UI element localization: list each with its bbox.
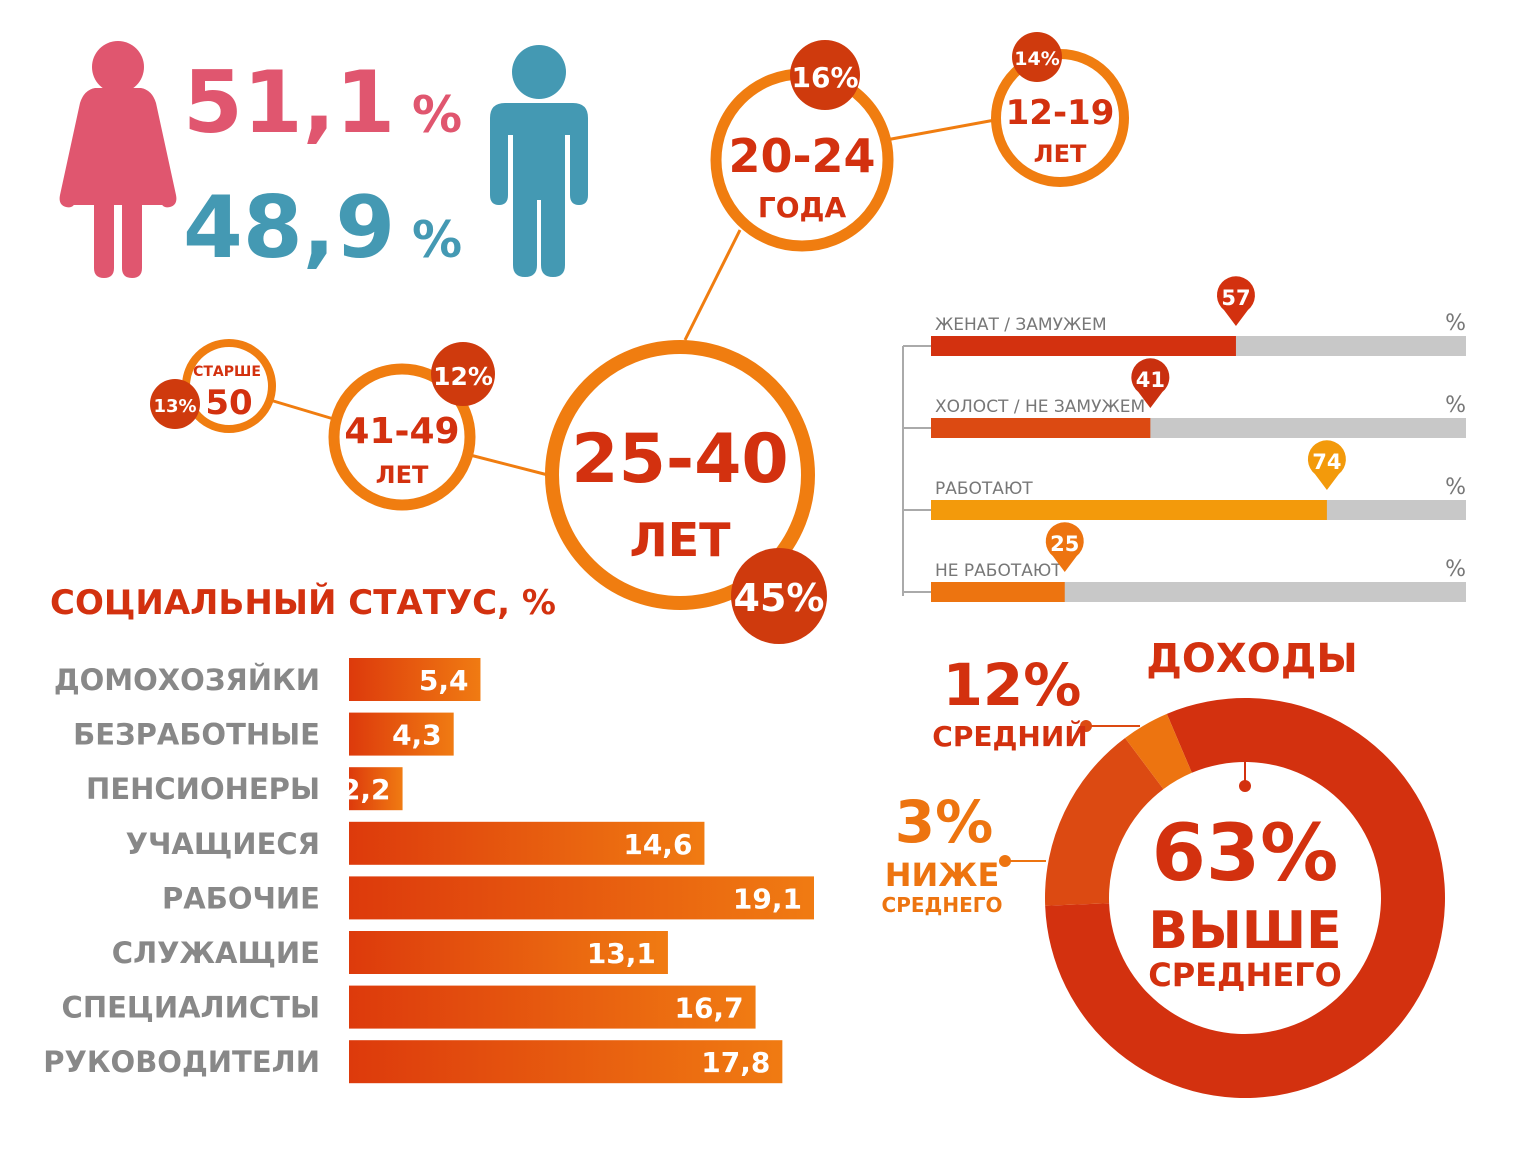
social-category-label: СПЕЦИАЛИСТЫ bbox=[62, 991, 320, 1025]
social-bar bbox=[349, 931, 668, 974]
social-bar-value: 4,3 bbox=[392, 719, 442, 752]
income-middle-label: СРЕДНИЙ bbox=[932, 719, 1087, 753]
social-bar-value: 16,7 bbox=[674, 992, 743, 1025]
age-label-25-40: 25-40 bbox=[571, 420, 788, 499]
status-pin bbox=[1045, 522, 1084, 572]
social-bar bbox=[349, 876, 814, 920]
age-bubble-12-19: 12-19 ЛЕТ 14% bbox=[991, 32, 1129, 187]
status-label: ЖЕНАТ / ЗАМУЖЕМ bbox=[935, 315, 1107, 335]
status-value: 57 bbox=[1221, 286, 1250, 310]
female-percent-value: 51,1 bbox=[183, 53, 395, 153]
social-bar bbox=[349, 821, 705, 865]
income-center-labels: 63% ВЫШЕ СРЕДНЕГО bbox=[1148, 809, 1342, 994]
income-low-callout: 3% НИЖЕ СРЕДНЕГО bbox=[882, 788, 1046, 917]
status-value: 25 bbox=[1050, 532, 1079, 556]
income-slice bbox=[1125, 713, 1192, 790]
female-icon bbox=[59, 41, 177, 278]
status-label: ХОЛОСТ / НЕ ЗАМУЖЕМ bbox=[935, 397, 1145, 417]
income-slice bbox=[1045, 737, 1164, 906]
social-bar-value: 17,8 bbox=[701, 1046, 770, 1079]
income-middle-percent: 12% bbox=[943, 651, 1082, 719]
social-category-label: УЧАЩИЕСЯ bbox=[126, 827, 320, 861]
status-fill bbox=[931, 336, 1236, 356]
social-category-label: ДОМОХОЗЯЙКИ bbox=[54, 663, 320, 697]
age-bubble-25-40: 25-40 ЛЕТ 45% bbox=[545, 340, 827, 644]
status-fill bbox=[931, 500, 1327, 520]
status-unit: % bbox=[1445, 311, 1466, 336]
status-fill bbox=[931, 418, 1151, 438]
status-pin bbox=[1216, 276, 1255, 326]
age-unit-over-50: 50 bbox=[205, 383, 252, 423]
income-middle-callout: 12% СРЕДНИЙ bbox=[932, 651, 1140, 753]
age-label-over-50: СТАРШЕ bbox=[193, 364, 261, 380]
social-bar-value: 13,1 bbox=[587, 937, 656, 970]
social-bar-value: 14,6 bbox=[623, 828, 692, 861]
social-category-label: РАБОЧИЕ bbox=[162, 881, 320, 915]
status-unit: % bbox=[1445, 475, 1466, 500]
age-badge-20-24: 16% bbox=[791, 61, 858, 94]
social-category-label: РУКОВОДИТЕЛИ bbox=[43, 1045, 320, 1079]
age-badge-12-19: 14% bbox=[1014, 48, 1059, 70]
male-percent-value: 48,9 bbox=[183, 178, 395, 278]
social-status-title: СОЦИАЛЬНЫЙ СТАТУС, % bbox=[50, 582, 556, 623]
age-unit-12-19: ЛЕТ bbox=[1034, 140, 1087, 168]
income-slice bbox=[1045, 698, 1445, 1098]
age-bubble-20-24: 20-24 ГОДА 16% bbox=[710, 40, 894, 252]
income-main-label-2: СРЕДНЕГО bbox=[1148, 956, 1342, 994]
age-connectors bbox=[269, 118, 996, 477]
social-status-chart: ДОМОХОЗЯЙКИ 5,4 БЕЗРАБОТНЫЕ 4,3 ПЕНСИОНЕРЫ 2,… bbox=[43, 658, 814, 1084]
income-main-percent: 63% bbox=[1152, 809, 1339, 899]
income-low-label-2: СРЕДНЕГО bbox=[882, 893, 1003, 917]
male-percent-unit: % bbox=[412, 211, 462, 269]
age-label-41-49: 41-49 bbox=[344, 411, 459, 452]
status-fill bbox=[931, 582, 1065, 602]
status-label: НЕ РАБОТАЮТ bbox=[935, 561, 1062, 581]
female-percent-unit: % bbox=[412, 86, 462, 144]
status-value: 41 bbox=[1136, 368, 1165, 392]
status-pin bbox=[1131, 358, 1170, 408]
age-label-20-24: 20-24 bbox=[728, 129, 875, 183]
social-bar bbox=[349, 985, 756, 1029]
age-unit-41-49: ЛЕТ bbox=[376, 461, 429, 489]
status-unit: % bbox=[1445, 393, 1466, 418]
income-title: ДОХОДЫ bbox=[1146, 636, 1358, 682]
income-low-percent: 3% bbox=[895, 788, 993, 856]
status-label: РАБОТАЮТ bbox=[935, 479, 1033, 499]
income-main-pointer bbox=[1239, 762, 1251, 792]
age-unit-25-40: ЛЕТ bbox=[629, 513, 731, 567]
status-bars: ЖЕНАТ / ЗАМУЖЕМ % 57 ХОЛОСТ / НЕ ЗАМУЖЕМ % 41… bbox=[902, 276, 1466, 602]
social-bar bbox=[349, 1040, 783, 1084]
age-badge-25-40: 45% bbox=[734, 576, 825, 620]
social-category-label: СЛУЖАЩИЕ bbox=[112, 936, 320, 970]
status-pin bbox=[1307, 440, 1346, 490]
social-bar bbox=[349, 712, 454, 756]
status-value: 74 bbox=[1312, 450, 1341, 474]
age-bubble-over-50: СТАРШЕ 50 13% bbox=[150, 339, 276, 433]
age-unit-20-24: ГОДА bbox=[758, 191, 847, 224]
age-bubble-41-49: 41-49 ЛЕТ 12% bbox=[328, 342, 495, 511]
male-icon bbox=[490, 45, 588, 277]
social-bar-value: 19,1 bbox=[733, 882, 802, 915]
social-category-label: БЕЗРАБОТНЫЕ bbox=[73, 718, 320, 752]
social-bar-value: 2,2 bbox=[341, 773, 391, 806]
status-unit: % bbox=[1445, 557, 1466, 582]
income-main-label-1: ВЫШЕ bbox=[1148, 901, 1341, 961]
income-donut-chart bbox=[1045, 698, 1445, 1098]
social-bar bbox=[349, 767, 403, 811]
age-badge-over-50: 13% bbox=[153, 396, 196, 417]
income-low-label-1: НИЖЕ bbox=[885, 856, 1000, 894]
social-bar-value: 5,4 bbox=[419, 664, 469, 697]
social-bar bbox=[349, 658, 481, 701]
age-label-12-19: 12-19 bbox=[1006, 93, 1115, 133]
social-category-label: ПЕНСИОНЕРЫ bbox=[86, 772, 320, 806]
age-badge-41-49: 12% bbox=[433, 362, 493, 391]
